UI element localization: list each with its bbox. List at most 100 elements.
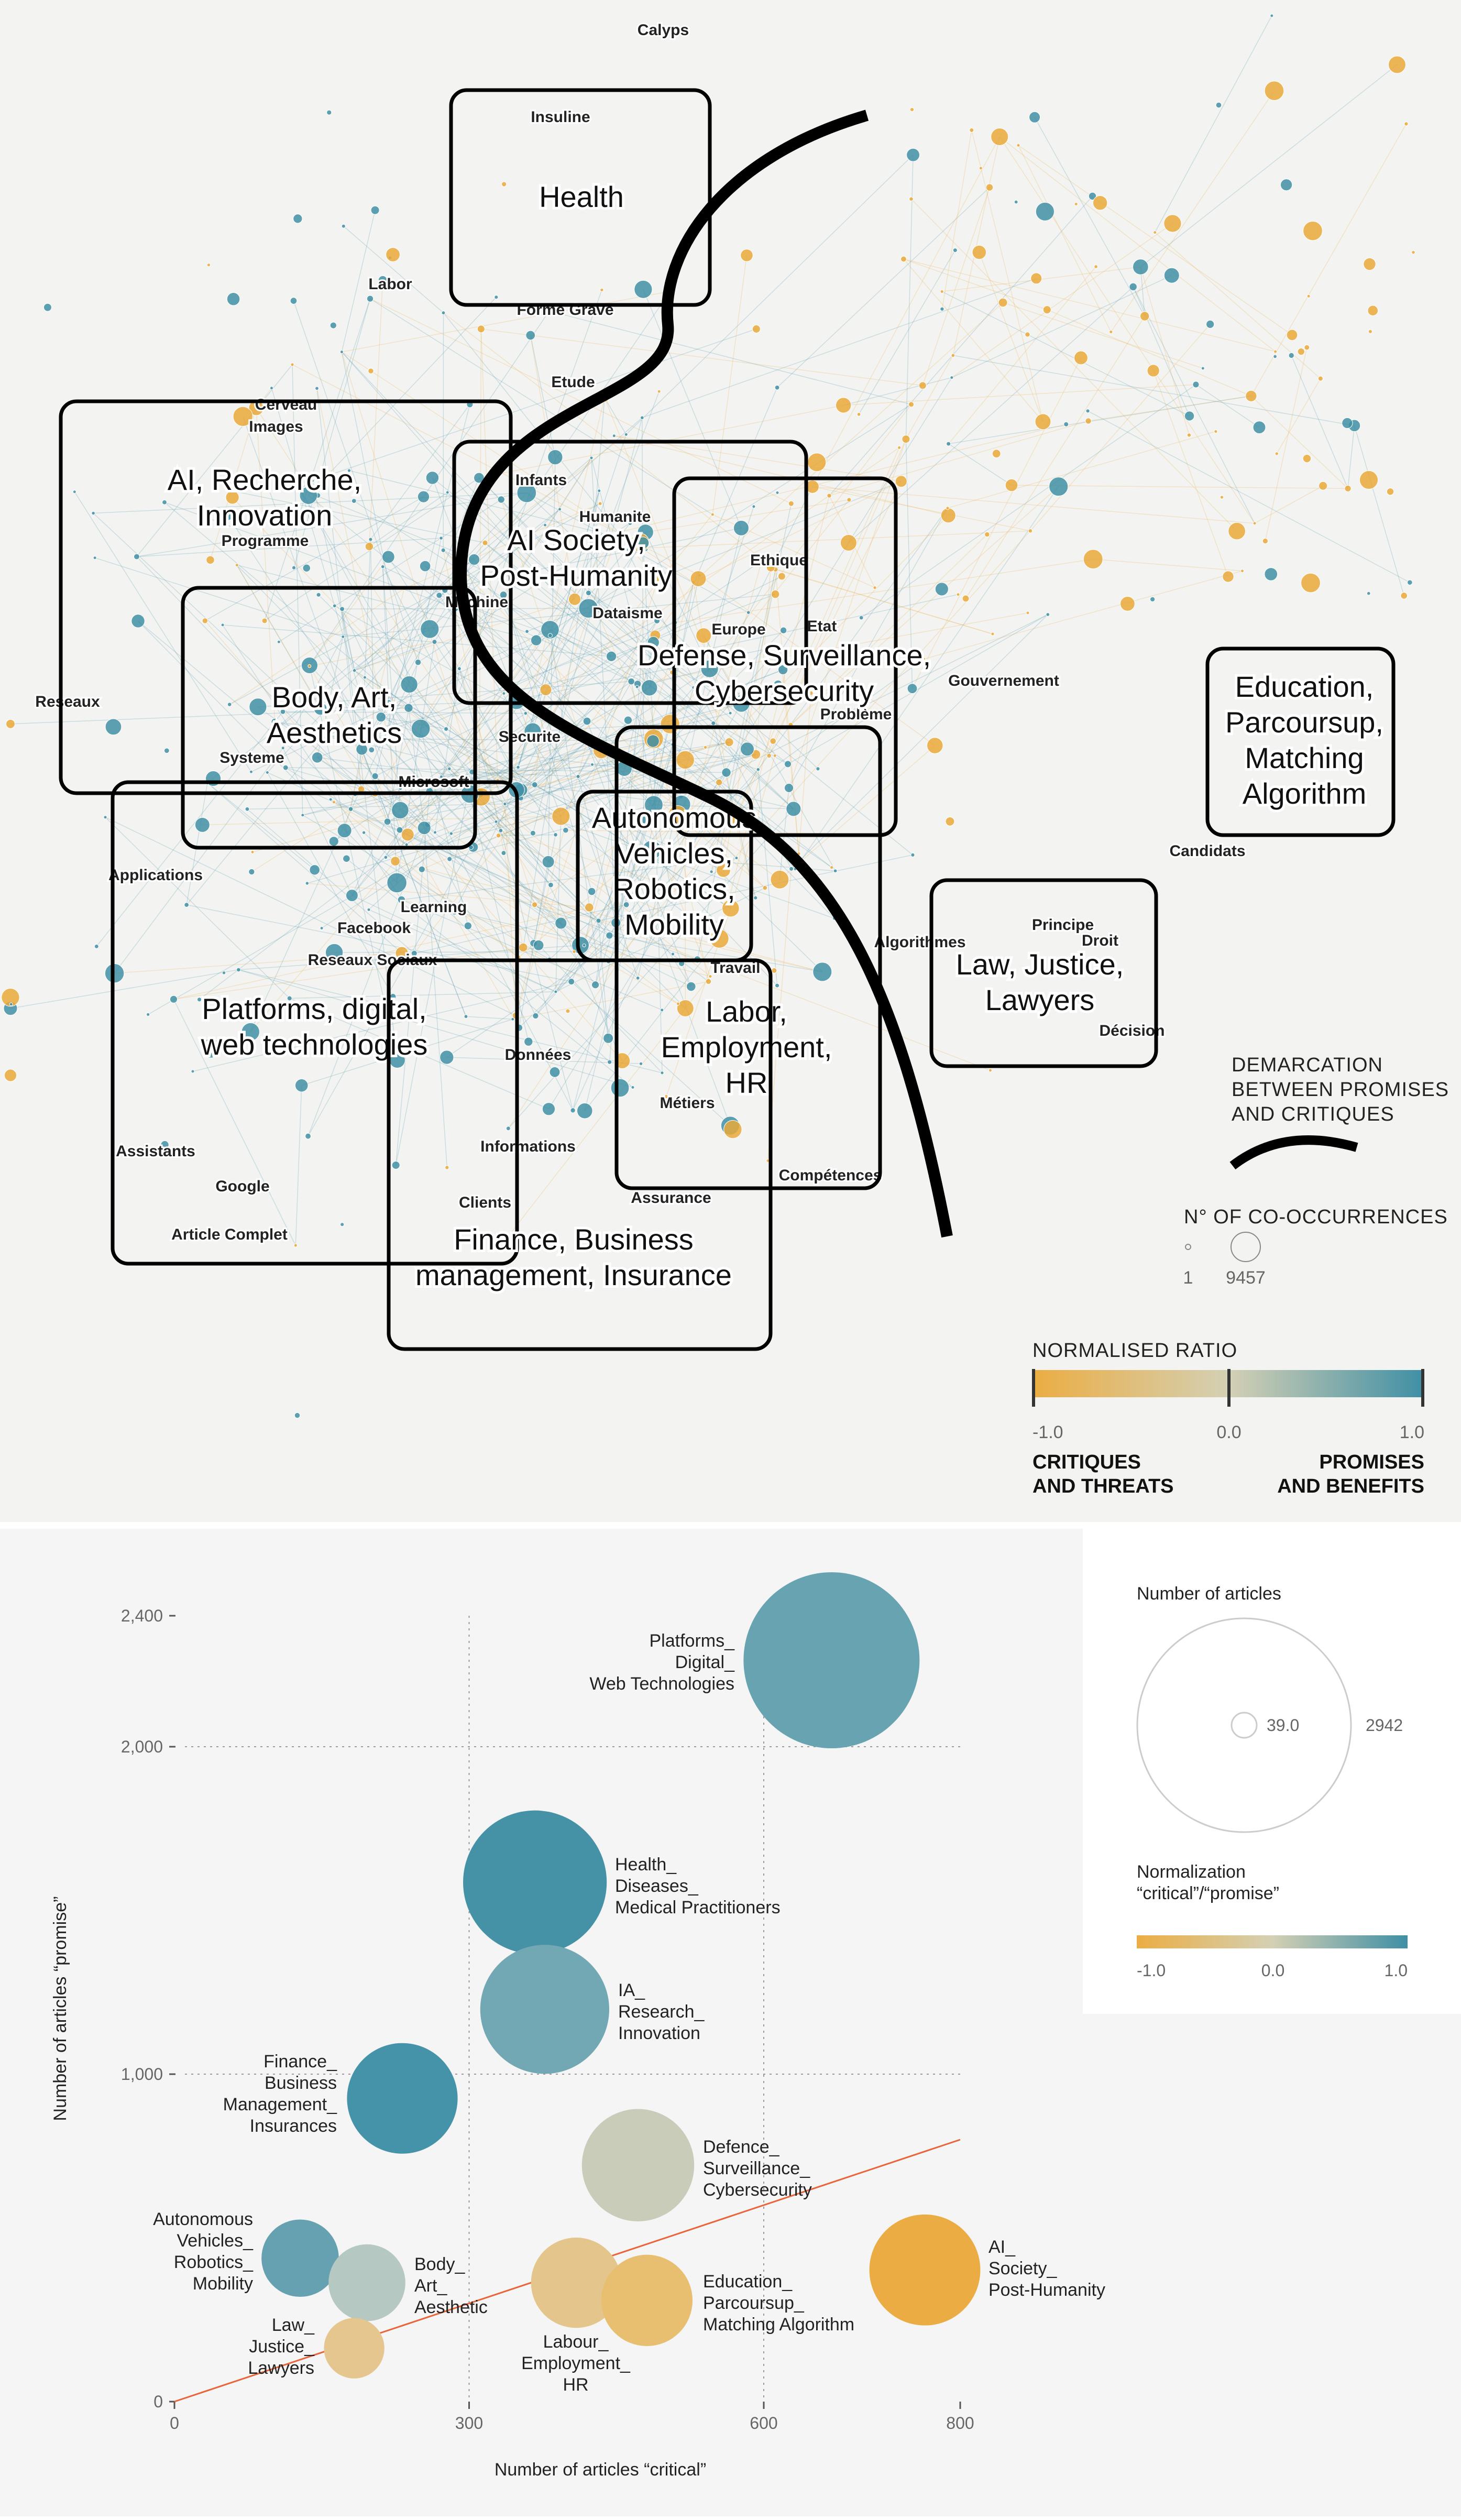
network-node [1344, 485, 1352, 492]
network-node [773, 680, 783, 689]
network-node [1363, 257, 1376, 271]
network-edge [301, 1018, 513, 1086]
network-edge [308, 495, 588, 722]
network-node [921, 657, 926, 661]
network-edge [295, 1085, 302, 1246]
network-edge [369, 492, 448, 547]
network-edge [572, 724, 671, 1111]
network-node [1386, 488, 1394, 496]
network-edge [497, 703, 742, 781]
network-node [734, 856, 739, 860]
network-node [612, 434, 616, 438]
network-edge [354, 670, 731, 909]
network-node [770, 870, 789, 889]
network-edge [349, 470, 640, 543]
network-edge [404, 503, 601, 589]
network-node [1063, 421, 1069, 427]
network-edge [480, 328, 498, 781]
network-edge [669, 560, 763, 886]
network-edge [788, 439, 907, 788]
network-node [607, 1059, 612, 1065]
network-node [91, 511, 95, 516]
network-node [496, 832, 501, 838]
network-node [169, 995, 178, 1003]
network-node [563, 827, 569, 834]
network-edge [795, 486, 1059, 870]
network-edge [223, 624, 612, 657]
network-node [992, 449, 1001, 458]
network-edge [408, 707, 562, 817]
network-node [1280, 179, 1293, 191]
network-node [951, 353, 955, 358]
network-edge [350, 749, 362, 809]
network-panel: Calyps Insuline Labor Forme Grave Etude Cerve… [0, 0, 1461, 1522]
network-edge [536, 404, 911, 641]
network-node [583, 717, 591, 726]
network-node [979, 166, 983, 170]
network-node [1273, 349, 1278, 354]
network-node [900, 256, 907, 262]
network-edge [279, 457, 592, 726]
network-node [1240, 569, 1245, 573]
network-keyword: Problème [820, 706, 892, 723]
network-node [1214, 429, 1218, 434]
network-node [610, 1078, 630, 1098]
topic-region-box [1205, 647, 1396, 837]
network-node [700, 660, 719, 678]
network-keyword: Learning [401, 899, 467, 916]
network-node [543, 523, 547, 527]
network-node [715, 779, 723, 786]
network-edge [365, 677, 731, 909]
network-edge [1088, 396, 1251, 422]
network-edge [236, 565, 551, 885]
network-edge [454, 607, 832, 868]
topic-region-label: Post-Humanity [480, 559, 672, 592]
network-edge [401, 857, 737, 901]
network-edge [1003, 302, 1203, 369]
network-edge [148, 797, 521, 1015]
network-edge [515, 741, 588, 1016]
network-node [162, 499, 167, 505]
network-node [381, 550, 395, 564]
network-node [365, 542, 374, 551]
ratio-tick-label: -1.0 [1032, 1422, 1063, 1442]
network-node [397, 895, 406, 904]
network-edge [653, 739, 663, 1073]
network-edge [344, 588, 405, 831]
topic-region: Law, Justice,Lawyers [929, 878, 1158, 1068]
network-edge [1047, 309, 1251, 397]
network-node [691, 685, 696, 689]
network-node [570, 1108, 576, 1113]
network-edge [580, 575, 700, 737]
network-node [368, 368, 374, 374]
network-edge [420, 620, 657, 729]
network-edge [999, 136, 1276, 352]
network-edge [790, 534, 987, 726]
network-node [497, 1246, 501, 1250]
network-edge [388, 477, 480, 705]
network-edge [317, 622, 676, 758]
network-node [778, 644, 783, 649]
network-edge [611, 594, 776, 657]
network-node [433, 830, 437, 835]
ratio-tick-label: 1.0 [1400, 1422, 1424, 1442]
network-node [277, 724, 281, 728]
network-edge [625, 155, 914, 435]
network-node [524, 1037, 533, 1046]
network-edge [924, 571, 1243, 660]
network-node [378, 275, 388, 285]
network-node [329, 322, 337, 329]
network-legend: DEMARCATION BETWEEN PROMISES AND CRITIQU… [1032, 1054, 1448, 1497]
network-node [390, 856, 401, 867]
network-node [572, 949, 576, 954]
network-node [751, 694, 755, 698]
network-edge [693, 481, 902, 583]
network-node [909, 196, 914, 202]
network-edge [626, 550, 792, 869]
network-node [104, 963, 125, 983]
network-node [660, 714, 680, 734]
network-node [418, 865, 425, 873]
network-edge [577, 776, 617, 923]
